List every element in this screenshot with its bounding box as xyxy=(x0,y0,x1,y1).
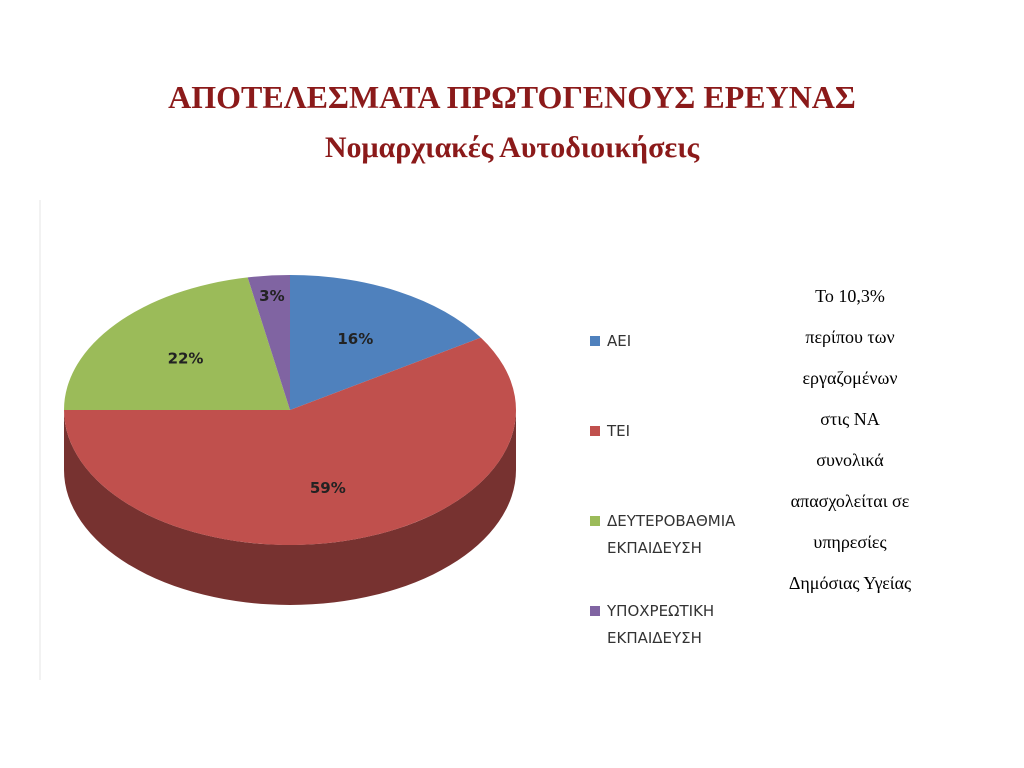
legend-swatch xyxy=(590,516,600,526)
legend-label: ΥΠΟΧΡΕΩΤΙΚΗ ΕΚΠΑΙΔΕΥΣΗ xyxy=(607,602,715,647)
legend-label: ΔΕΥΤΕΡΟΒΑΘΜΙΑ ΕΚΠΑΙΔΕΥΣΗ xyxy=(607,512,736,557)
annotation-line: εργαζομένων xyxy=(802,368,897,388)
slice xyxy=(64,277,290,410)
annotation-line: απασχολείται σε xyxy=(791,491,910,511)
annotation-line: στις ΝΑ xyxy=(820,409,879,429)
legend-label: ΤΕΙ xyxy=(607,422,631,440)
legend-swatch xyxy=(590,606,600,616)
annotation-line: περίπου των xyxy=(805,327,894,347)
slice xyxy=(290,275,481,410)
data-label: 22% xyxy=(168,349,204,367)
legend-label: ΑΕΙ xyxy=(607,332,632,350)
slice xyxy=(247,275,290,410)
data-label: 3% xyxy=(259,287,284,305)
chart-subtitle: Νομαρχιακές Αυτοδιοικήσεις xyxy=(325,131,700,164)
slice-side xyxy=(64,410,516,605)
data-label: 16% xyxy=(337,330,373,348)
annotation-line: Το 10,3% xyxy=(815,286,885,306)
legend-swatch xyxy=(590,426,600,436)
slice xyxy=(64,337,516,545)
chart-title: ΑΠΟΤΕΛΕΣΜΑΤΑ ΠΡΩΤΟΓΕΝΟΥΣ ΕΡΕΥΝΑΣ xyxy=(168,79,856,115)
annotation-line: συνολικά xyxy=(816,450,884,470)
annotation-line: υπηρεσίες xyxy=(813,532,886,552)
annotation-line: Δημόσιας Υγείας xyxy=(789,573,911,593)
legend-swatch xyxy=(590,336,600,346)
data-label: 59% xyxy=(310,479,346,497)
